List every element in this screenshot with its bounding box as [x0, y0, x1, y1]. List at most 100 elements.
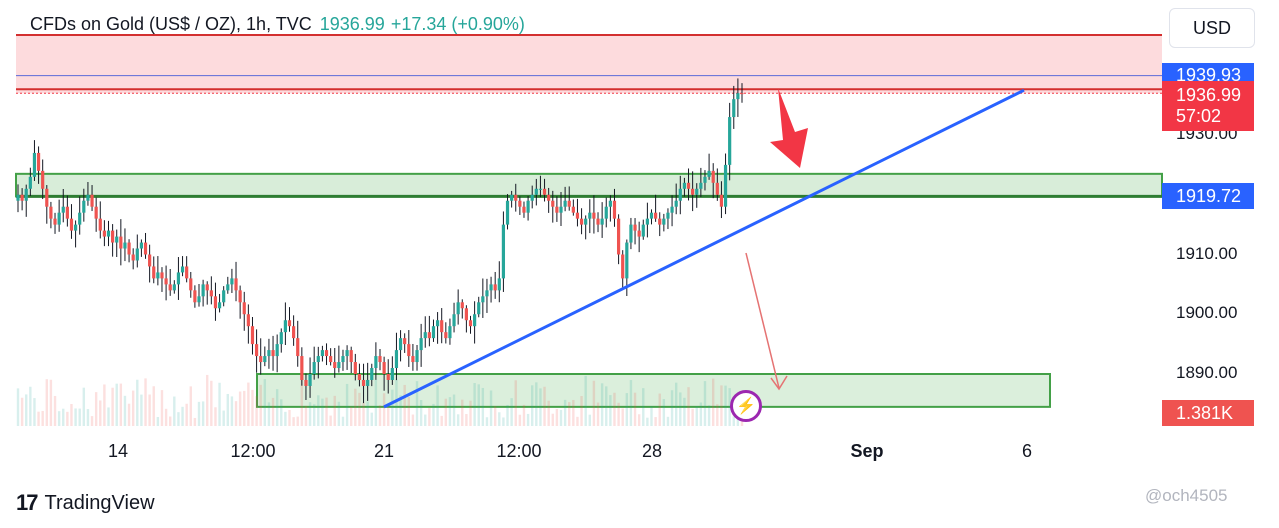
volume-bar — [502, 417, 505, 426]
x-tick-label: 14 — [107, 441, 129, 461]
candle-body — [308, 374, 312, 386]
candle-body — [320, 350, 325, 357]
volume-bar — [206, 374, 209, 426]
candle-body — [435, 320, 440, 327]
candle-body — [485, 290, 489, 297]
candle-body — [530, 194, 534, 201]
volume-bar — [131, 390, 135, 426]
volume-bar — [728, 388, 731, 426]
candle-body — [24, 188, 28, 201]
lightning-icon[interactable]: ⚡ — [730, 390, 762, 422]
zone-layer — [15, 34, 1163, 408]
volume-bar — [370, 412, 373, 426]
candle-body — [287, 320, 292, 327]
volume-bar — [716, 404, 719, 426]
x-tick-label: 28 — [641, 441, 663, 461]
volume-bar — [683, 397, 686, 426]
candle-body — [460, 302, 464, 309]
candle-body — [427, 332, 431, 339]
volume-bar — [234, 401, 238, 426]
volume-bar — [572, 399, 575, 426]
candle-body — [732, 99, 736, 118]
candle-body — [464, 308, 468, 321]
volume-bar — [535, 382, 538, 426]
volume-bar — [452, 394, 456, 426]
volume-bar — [633, 392, 637, 426]
volume-bar — [687, 387, 690, 426]
volume-bar — [440, 415, 443, 426]
candle-body — [649, 212, 654, 219]
zone-support-upper — [15, 172, 1163, 198]
candle-body — [415, 350, 419, 363]
volume-bar — [49, 379, 53, 426]
volume-bar — [366, 401, 369, 426]
volume-bar — [255, 396, 258, 426]
candle-body — [148, 254, 152, 267]
volume-bar — [140, 394, 143, 426]
volume-bar — [473, 383, 476, 426]
volume-bar — [57, 411, 61, 426]
volume-bar — [329, 415, 332, 426]
volume-bar — [670, 390, 674, 426]
candle-body — [345, 350, 349, 357]
volume-bar — [481, 387, 485, 426]
candle-body — [28, 176, 32, 189]
candle-body — [193, 290, 197, 303]
currency-button[interactable]: USD — [1169, 8, 1255, 48]
candle-body — [645, 218, 649, 225]
candle-body — [691, 188, 695, 195]
volume-bar — [646, 417, 649, 426]
candle-body — [279, 332, 283, 345]
volume-bar — [218, 382, 221, 426]
candle-body — [69, 218, 74, 231]
volume-bar — [547, 400, 550, 426]
volume-bar — [20, 397, 24, 426]
candle-body — [156, 272, 160, 279]
volume-bar — [679, 392, 682, 426]
down-arrow-thin-head — [770, 375, 788, 391]
candle-body — [452, 314, 456, 327]
candle-body — [90, 194, 94, 207]
candle-body — [45, 188, 49, 207]
candle-body — [621, 254, 625, 279]
x-tick-label: 21 — [373, 441, 395, 461]
volume-bar — [374, 379, 378, 426]
candle-body — [254, 344, 259, 357]
candle-body — [189, 278, 193, 291]
candle-body — [32, 152, 37, 177]
tradingview-logo[interactable]: 17 TradingView — [16, 490, 155, 516]
volume-bar — [720, 385, 723, 426]
symbol-title[interactable]: CFDs on Gold (US$ / OZ), 1h, TVC — [30, 14, 312, 34]
candle-body — [711, 170, 715, 183]
volume-layer — [16, 366, 744, 426]
candle-body — [584, 218, 588, 225]
candle-body — [489, 284, 493, 291]
volume-bar — [238, 391, 242, 426]
volume-bar — [243, 390, 246, 426]
candle-body — [682, 182, 687, 189]
volume-bar — [160, 390, 164, 426]
volume-bar — [724, 385, 727, 426]
volume-bar — [506, 404, 509, 426]
candle-body — [678, 188, 682, 201]
volume-bar — [699, 402, 703, 426]
volume-bar — [107, 407, 110, 426]
candle-body — [197, 296, 201, 303]
volume-bar — [514, 380, 517, 426]
badge-countdown: 57:02 — [1176, 106, 1222, 127]
volume-bar — [461, 399, 464, 426]
candle-body — [703, 176, 707, 183]
candle-body — [226, 284, 230, 291]
volume-bar — [399, 395, 402, 426]
candle-body — [715, 182, 719, 195]
candle-body — [707, 170, 711, 177]
volume-bar — [181, 406, 184, 426]
candle-body — [699, 182, 703, 189]
candle-body — [473, 314, 477, 327]
volume-bar — [493, 406, 497, 426]
candle-body — [292, 326, 296, 339]
volume-bar — [539, 388, 542, 426]
y-tick-label: 1890.00 — [1176, 363, 1238, 382]
candle-body — [616, 218, 621, 255]
